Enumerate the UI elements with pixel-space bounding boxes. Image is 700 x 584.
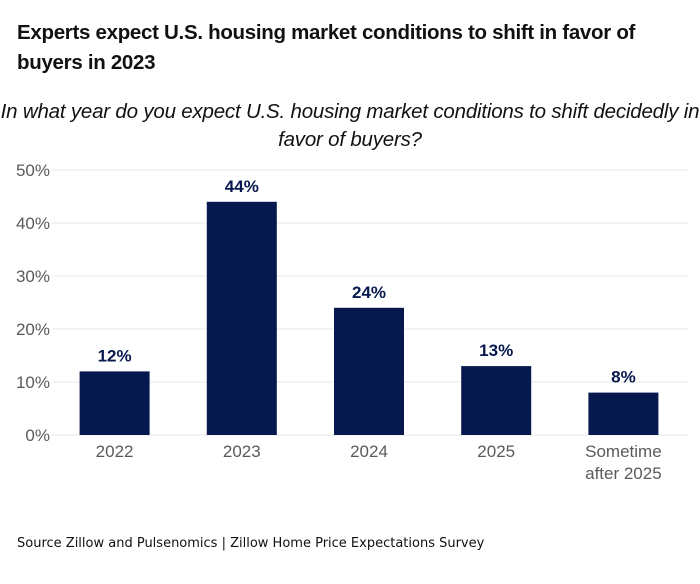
data-label: 12% — [98, 346, 132, 365]
y-tick-label: 0% — [25, 426, 50, 445]
y-tick-label: 30% — [16, 267, 50, 286]
chart-title: Experts expect U.S. housing market condi… — [17, 21, 636, 74]
y-tick-label: 20% — [16, 320, 50, 339]
data-label: 24% — [352, 283, 386, 302]
bar — [334, 307, 404, 435]
data-label: 13% — [479, 341, 513, 360]
x-tick-label: 2025 — [477, 442, 515, 461]
x-axis-ticks: 2022 2023 2024 2025 Sometime after 2025 — [96, 442, 662, 483]
source-note: Source Zillow and Pulsenomics | Zillow H… — [17, 536, 485, 551]
data-labels: 12% 44% 24% 13% 8% — [98, 177, 636, 387]
bars — [79, 201, 659, 435]
x-tick-label: 2022 — [96, 442, 134, 461]
x-tick-label: 2024 — [350, 442, 388, 461]
data-label: 44% — [225, 177, 259, 196]
chart-subtitle: In what year do you expect U.S. housing … — [0, 100, 700, 151]
bar — [461, 366, 532, 435]
bar — [79, 371, 150, 435]
bar — [588, 392, 659, 435]
y-axis-ticks: 0% 10% 20% 30% 40% 50% — [16, 161, 50, 445]
bar — [206, 201, 277, 435]
x-tick-label: 2023 — [223, 442, 261, 461]
y-tick-label: 40% — [16, 214, 50, 233]
y-tick-label: 50% — [16, 161, 50, 180]
y-tick-label: 10% — [16, 373, 50, 392]
data-label: 8% — [611, 368, 636, 387]
gridlines — [52, 169, 688, 436]
x-tick-label: Sometime after 2025 — [585, 442, 662, 483]
bar-chart: 0%10%20%30%40%50% 12%44%24%13%8% 2022 202… — [16, 161, 688, 483]
